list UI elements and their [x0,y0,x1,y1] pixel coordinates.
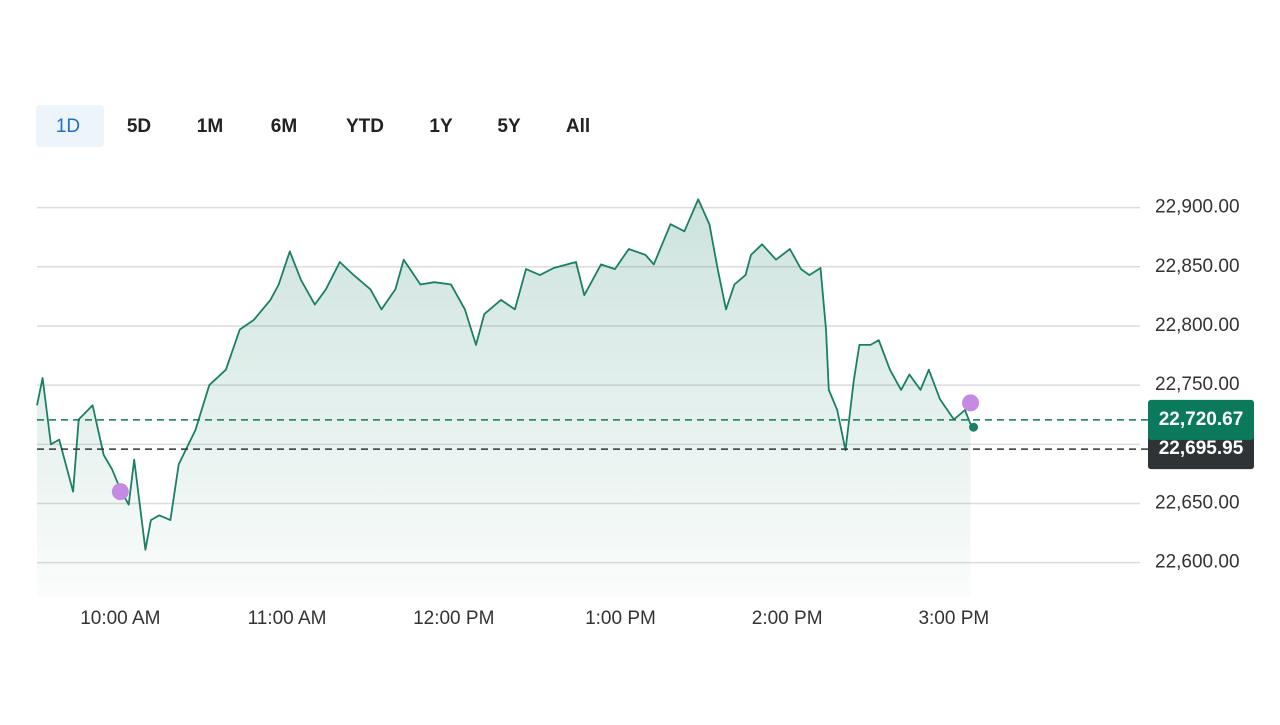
x-tick-label: 1:00 PM [585,608,656,629]
price-area [37,199,971,598]
price-tag-label: 22,720.67 [1159,409,1244,430]
active-button-bg [36,105,104,147]
last-point [969,422,979,432]
range-selector: 1D 5D 1M 6M YTD 1Y 5Y All [36,105,590,147]
range-button[interactable]: 5D [127,116,151,137]
x-tick-label: 12:00 PM [413,608,494,629]
chart: 22,600.0022,650.0022,700.0022,750.0022,8… [36,197,1254,629]
y-tick-label: 22,900.00 [1155,197,1240,218]
range-button[interactable]: 1D [56,116,80,137]
range-button[interactable]: 6M [271,116,297,137]
x-tick-label: 3:00 PM [918,608,989,629]
range-button[interactable]: 5Y [497,116,521,137]
y-tick-label: 22,650.00 [1155,493,1240,514]
event-marker[interactable] [111,483,129,501]
price-tag-label: 22,695.95 [1159,438,1244,459]
y-tick-label: 22,750.00 [1155,374,1240,395]
range-button[interactable]: YTD [346,116,384,137]
range-button[interactable]: 1Y [429,116,453,137]
y-tick-label: 22,800.00 [1155,315,1240,336]
x-tick-label: 11:00 AM [248,608,327,629]
event-marker[interactable] [962,394,980,412]
y-tick-label: 22,850.00 [1155,256,1240,277]
y-tick-label: 22,600.00 [1155,552,1240,573]
x-tick-label: 10:00 AM [80,608,160,629]
price-line [36,198,972,551]
x-tick-label: 2:00 PM [752,608,823,629]
range-button[interactable]: 1M [197,116,223,137]
range-button[interactable]: All [566,116,590,137]
price-tag [1148,399,1254,440]
